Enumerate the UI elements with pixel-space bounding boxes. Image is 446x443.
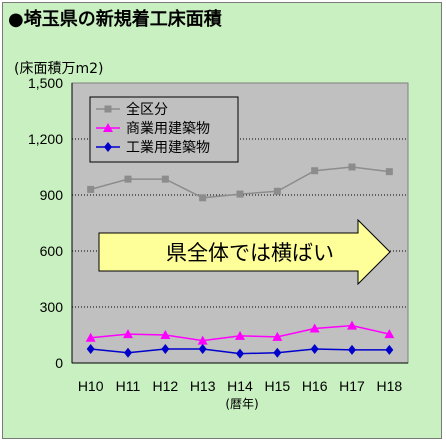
data-point (310, 344, 319, 354)
x-tick-label: H15 (264, 378, 290, 394)
y-tick-label: 1,200 (28, 131, 63, 147)
data-point (235, 330, 245, 340)
series-group (86, 344, 394, 359)
y-tick-label: 300 (40, 299, 64, 315)
legend-marker (104, 105, 112, 113)
x-tick-label: H16 (302, 378, 328, 394)
legend-label: 商業用建築物 (126, 121, 210, 137)
data-point (272, 331, 283, 341)
data-point (123, 329, 133, 339)
data-point (348, 163, 356, 171)
legend-label: 全区分 (126, 101, 168, 118)
series-group (85, 320, 395, 345)
series-group (87, 163, 393, 202)
data-point (273, 347, 282, 358)
data-point (85, 332, 96, 342)
chart-title: ●埼玉県の新規着工床面積 (8, 8, 223, 30)
data-point (385, 168, 393, 176)
data-point (124, 175, 132, 183)
annotation-text: 県全体では横ばい (166, 241, 334, 265)
data-point (161, 175, 169, 183)
legend-label: 工業用建築物 (126, 140, 210, 156)
x-tick-label: H12 (152, 378, 178, 394)
x-tick-label: H14 (227, 378, 253, 394)
data-point (273, 187, 281, 195)
data-point (160, 330, 171, 339)
legend-marker (103, 123, 113, 132)
annotation-arrow (98, 218, 391, 286)
data-point (309, 323, 320, 333)
data-point (86, 344, 95, 354)
data-point (87, 185, 95, 193)
data-point (347, 320, 357, 330)
legend-marker (104, 142, 112, 152)
data-point (385, 344, 394, 355)
x-tick-label: H10 (78, 378, 104, 394)
data-point (199, 194, 207, 202)
x-tick-label: H17 (339, 378, 365, 394)
data-point (161, 344, 170, 354)
data-point (384, 329, 395, 339)
legend-box (89, 96, 239, 163)
data-point (198, 344, 207, 354)
data-point (236, 348, 244, 359)
data-point (124, 347, 132, 358)
data-point (348, 344, 356, 355)
x-tick-label: H18 (376, 378, 402, 394)
y-tick-label: 1,500 (28, 75, 63, 91)
x-tick-label: H11 (116, 378, 141, 394)
y-unit-label: (床面積万m2) (14, 61, 103, 77)
data-point (311, 167, 319, 175)
y-tick-label: 600 (40, 243, 64, 259)
data-point (197, 335, 208, 345)
y-tick-label: 900 (40, 187, 64, 203)
data-point (236, 190, 244, 198)
x-tick-label: H13 (190, 378, 216, 394)
y-tick-label: 0 (55, 355, 63, 371)
x-axis-label: (暦年) (225, 397, 258, 411)
